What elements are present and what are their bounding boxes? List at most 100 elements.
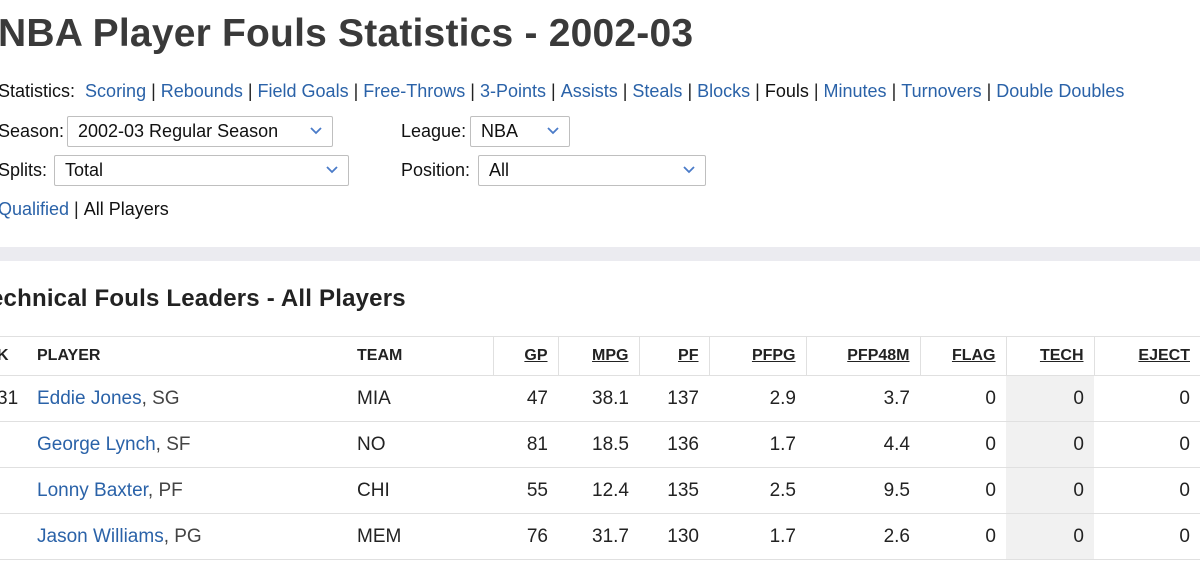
pf-cell: 136: [639, 421, 709, 468]
stats-nav-link-turnovers[interactable]: Turnovers: [901, 81, 982, 101]
rank-cell: 31: [0, 375, 27, 422]
stats-nav-link-free-throws[interactable]: Free-Throws: [363, 81, 466, 101]
team-cell: CHI: [347, 467, 493, 514]
col-eject-sort[interactable]: EJECT: [1093, 336, 1200, 376]
eject-cell: 0: [1094, 513, 1200, 560]
section-title: echnical Fouls Leaders - All Players: [0, 285, 406, 312]
statistics-label: Statistics:: [0, 81, 76, 101]
stats-nav-link-rebounds[interactable]: Rebounds: [160, 81, 243, 101]
chevron-down-icon: [310, 127, 322, 135]
pfp48m-cell: 9.5: [806, 467, 920, 514]
fouls-leaders-table: K PLAYER TEAM GP MPG PF PFPG PFP48M FLAG…: [0, 336, 1200, 560]
col-pf-sort[interactable]: PF: [638, 336, 709, 376]
table-row: Jason Williams, PG MEM 76 31.7 130 1.7 2.6 0 0 0: [0, 513, 1200, 560]
mpg-cell: 31.7: [558, 513, 639, 560]
statistics-links: Scoring | Rebounds | Field Goals | Free-Throws…: [80, 81, 1124, 101]
table-body: 31 Eddie Jones, SG MIA 47 38.1 137 2.9 3.7 0 0 0 Ge…: [0, 375, 1200, 560]
pfp48m-cell: 3.7: [806, 375, 920, 422]
tech-cell: 0: [1006, 513, 1094, 560]
player-position: , PF: [147, 479, 183, 501]
col-gp-label: GP: [524, 347, 548, 364]
gp-cell: 76: [493, 513, 558, 560]
eject-cell: 0: [1094, 375, 1200, 422]
mpg-cell: 12.4: [558, 467, 639, 514]
eject-cell: 0: [1094, 467, 1200, 514]
stats-nav-link-field-goals[interactable]: Field Goals: [257, 81, 349, 101]
splits-label: Splits:: [0, 160, 48, 180]
player-position: , PG: [163, 525, 202, 547]
chevron-down-icon: [683, 166, 695, 174]
player-cell: Eddie Jones, SG: [27, 375, 347, 422]
position-select-value: All: [489, 160, 510, 180]
stats-nav-link-minutes[interactable]: Minutes: [823, 81, 887, 101]
col-eject-label: EJECT: [1138, 347, 1190, 364]
stats-nav-link-steals[interactable]: Steals: [632, 81, 683, 101]
pfpg-cell: 1.7: [709, 513, 806, 560]
stats-nav-link-double-doubles[interactable]: Double Doubles: [996, 81, 1125, 101]
gp-cell: 81: [493, 421, 558, 468]
stats-nav-link-blocks[interactable]: Blocks: [697, 81, 751, 101]
stats-nav-link-scoring[interactable]: Scoring: [85, 81, 147, 101]
gp-cell: 55: [493, 467, 558, 514]
team-cell: NO: [347, 421, 493, 468]
stats-nav-current-fouls: Fouls: [764, 81, 809, 101]
separator: |: [247, 81, 253, 101]
team-cell: MEM: [347, 513, 493, 560]
player-link[interactable]: George Lynch: [37, 433, 156, 455]
tech-cell: 0: [1006, 375, 1094, 422]
player-link[interactable]: Jason Williams: [37, 525, 164, 547]
separator: |: [74, 199, 79, 219]
flag-cell: 0: [920, 513, 1006, 560]
pfpg-cell: 2.5: [709, 467, 806, 514]
stats-nav-link-3-points[interactable]: 3-Points: [479, 81, 547, 101]
player-cell: George Lynch, SF: [27, 421, 347, 468]
flag-cell: 0: [920, 467, 1006, 514]
col-player: PLAYER: [27, 336, 347, 376]
section-divider: [0, 247, 1200, 261]
pfp48m-cell: 4.4: [806, 421, 920, 468]
player-link[interactable]: Eddie Jones: [37, 387, 142, 409]
col-team: TEAM: [347, 336, 493, 376]
col-pfpg-sort[interactable]: PFPG: [708, 336, 806, 376]
qualified-link[interactable]: Qualified: [0, 199, 70, 219]
separator: |: [551, 81, 556, 101]
league-label: League:: [401, 121, 467, 141]
col-tech-sort[interactable]: TECH: [1005, 336, 1094, 376]
col-mpg-sort[interactable]: MPG: [557, 336, 639, 376]
player-position: , SF: [155, 433, 191, 455]
league-select[interactable]: NBA: [470, 116, 570, 147]
table-row: Lonny Baxter, PF CHI 55 12.4 135 2.5 9.5 0 0 0: [0, 467, 1200, 514]
all-players-current: All Players: [83, 199, 169, 219]
rank-cell: [0, 513, 27, 560]
pfpg-cell: 2.9: [709, 375, 806, 422]
separator: |: [622, 81, 628, 101]
position-label: Position:: [401, 160, 471, 180]
col-pfp48m-label: PFP48M: [847, 347, 910, 364]
player-link[interactable]: Lonny Baxter: [37, 479, 148, 501]
separator: |: [353, 81, 359, 101]
splits-select-value: Total: [65, 160, 104, 180]
table-row: 31 Eddie Jones, SG MIA 47 38.1 137 2.9 3.7 0 0 0: [0, 375, 1200, 422]
flag-cell: 0: [920, 375, 1006, 422]
col-rank: K: [0, 336, 27, 376]
gp-cell: 47: [493, 375, 558, 422]
splits-select[interactable]: Total: [54, 155, 349, 186]
statistics-nav: Statistics: Scoring | Rebounds | Field Goals…: [0, 81, 1124, 102]
tech-cell: 0: [1006, 467, 1094, 514]
col-pf-label: PF: [678, 347, 699, 364]
col-gp-sort[interactable]: GP: [492, 336, 558, 376]
pf-cell: 135: [639, 467, 709, 514]
stats-nav-link-assists[interactable]: Assists: [560, 81, 618, 101]
season-select-value: 2002-03 Regular Season: [78, 121, 279, 141]
player-cell: Lonny Baxter, PF: [27, 467, 347, 514]
separator: |: [986, 81, 992, 101]
separator: |: [755, 81, 760, 101]
season-label: Season:: [0, 121, 65, 141]
position-select[interactable]: All: [478, 155, 706, 186]
season-select[interactable]: 2002-03 Regular Season: [67, 116, 333, 147]
col-flag-label: FLAG: [951, 347, 996, 364]
col-pfp48m-sort[interactable]: PFP48M: [805, 336, 920, 376]
col-flag-sort[interactable]: FLAG: [919, 336, 1006, 376]
pf-cell: 130: [639, 513, 709, 560]
col-tech-label: TECH: [1039, 347, 1084, 364]
